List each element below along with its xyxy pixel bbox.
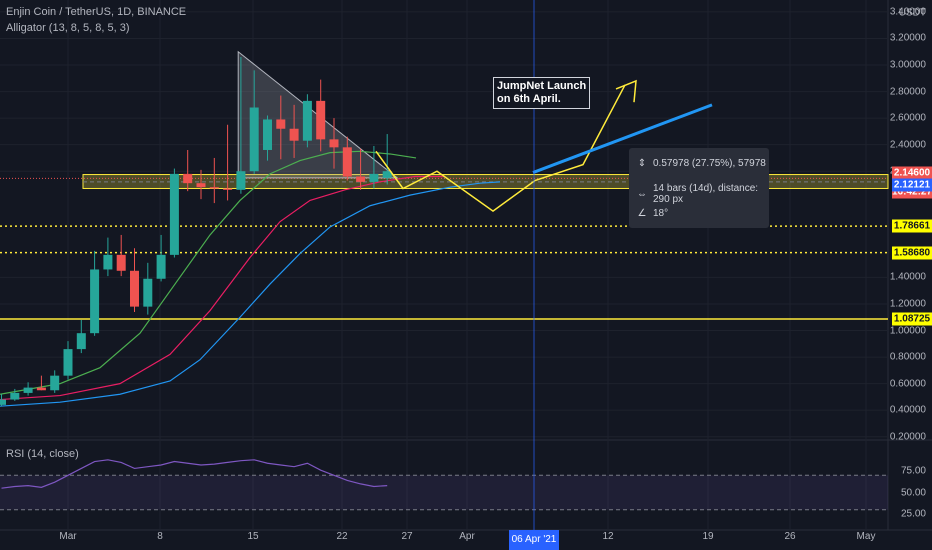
price-axis-label: 1.20000 <box>889 298 926 310</box>
candle-body <box>356 176 366 182</box>
price-axis-label: 2.40000 <box>889 139 926 151</box>
candle-body <box>103 254 113 270</box>
candle-body <box>183 173 193 184</box>
currency-label: USDT <box>898 7 926 19</box>
annotation-line-2: on 6th April. <box>497 93 561 105</box>
candle-body <box>276 119 286 129</box>
price-tag: 1.58680 <box>892 246 932 260</box>
price-axis-label: 1.00000 <box>889 325 926 337</box>
price-axis-label: 0.40000 <box>889 404 926 416</box>
candle-body <box>382 171 392 178</box>
tooltip-bars: 14 bars (14d), distance: 290 px <box>653 183 759 205</box>
candle-body <box>130 270 139 307</box>
tooltip-angle: 18° <box>653 208 669 219</box>
candle-body <box>369 173 379 182</box>
candle-body <box>236 171 246 190</box>
price-axis-label: 0.20000 <box>889 431 926 443</box>
angle-icon: ∠ <box>637 208 647 219</box>
candle-body <box>169 173 179 255</box>
price-tag: 2.14600 <box>892 166 932 180</box>
candle-body <box>76 333 86 350</box>
time-axis-label: Apr <box>459 531 475 542</box>
candle-body <box>223 188 233 190</box>
time-axis-label: 8 <box>157 531 163 542</box>
rsi-legend[interactable]: RSI (14, close) <box>6 448 79 460</box>
time-axis-label: Mar <box>59 531 77 542</box>
alligator-jaw <box>0 181 501 407</box>
candle-body <box>316 100 326 140</box>
rsi-axis-label: 50.00 <box>900 487 926 498</box>
price-tag: 1.78661 <box>892 219 932 233</box>
rsi-line <box>1 459 388 489</box>
candle-body <box>50 375 60 391</box>
price-axis-label: 1.40000 <box>889 271 926 283</box>
crosshair-date-label: 06 Apr '21 <box>509 530 559 550</box>
candle-body <box>249 107 259 172</box>
candle-body <box>23 387 33 393</box>
indicator-legend[interactable]: Alligator (13, 8, 5, 8, 5, 3) <box>6 22 130 34</box>
time-axis-label: 22 <box>336 531 348 542</box>
alligator-lips <box>0 150 417 395</box>
time-axis-label: May <box>856 531 876 542</box>
bar-range-icon: ⇔ <box>637 188 647 200</box>
time-axis-label: 12 <box>602 531 614 542</box>
jumpnet-annotation[interactable]: JumpNet Launch on 6th April. <box>493 77 591 109</box>
price-axis-label: 0.80000 <box>889 351 926 363</box>
projection-path <box>375 84 626 212</box>
time-axis-label: 27 <box>401 531 413 542</box>
candle-body <box>63 349 73 376</box>
rsi-pane <box>0 440 888 530</box>
candle-body <box>302 100 312 141</box>
rsi-axis-label: 75.00 <box>900 465 926 477</box>
candle-body <box>116 254 126 271</box>
price-axis-label: 3.40000 <box>889 6 926 18</box>
candle-body <box>209 187 219 189</box>
candle-body <box>289 128 299 141</box>
price-tag: 2.12121 <box>892 178 932 192</box>
candle-body <box>90 269 100 334</box>
trend-arrow <box>532 103 713 174</box>
candle-body <box>36 387 46 391</box>
candle-body <box>342 147 352 177</box>
annotation-line-1: JumpNet Launch <box>497 80 587 92</box>
candle-body <box>196 183 206 188</box>
candle-body <box>143 278 153 307</box>
chart-title[interactable]: Enjin Coin / TetherUS, 1D, BINANCE <box>6 6 187 18</box>
price-axis-label: 2.60000 <box>889 112 926 124</box>
price-axis-label: 0.60000 <box>889 378 926 390</box>
measure-tooltip: ⇕ 0.57978 (27.75%), 57978 ⇔ 14 bars (14d),… <box>629 148 769 228</box>
price-axis-label: 3.20000 <box>889 32 926 44</box>
candle-body <box>10 392 20 400</box>
price-axis-label: 3.00000 <box>889 59 926 71</box>
time-axis-label: 26 <box>784 531 796 542</box>
price-axis-label: 2.80000 <box>889 86 926 98</box>
candle-body <box>329 139 339 148</box>
alligator-teeth <box>0 175 445 401</box>
price-range-icon: ⇕ <box>637 158 647 169</box>
price-tag: 1.08725 <box>892 312 932 326</box>
rsi-axis-label: 25.00 <box>900 508 926 520</box>
time-axis-label: 15 <box>247 531 259 542</box>
time-axis-label: 19 <box>702 531 714 542</box>
tooltip-price-change: 0.57978 (27.75%), 57978 <box>653 158 766 169</box>
candle-body <box>0 399 6 405</box>
rsi-band <box>0 475 888 510</box>
candle-body <box>156 254 166 279</box>
projection-arrowhead <box>615 79 637 103</box>
candle-body <box>263 119 272 150</box>
